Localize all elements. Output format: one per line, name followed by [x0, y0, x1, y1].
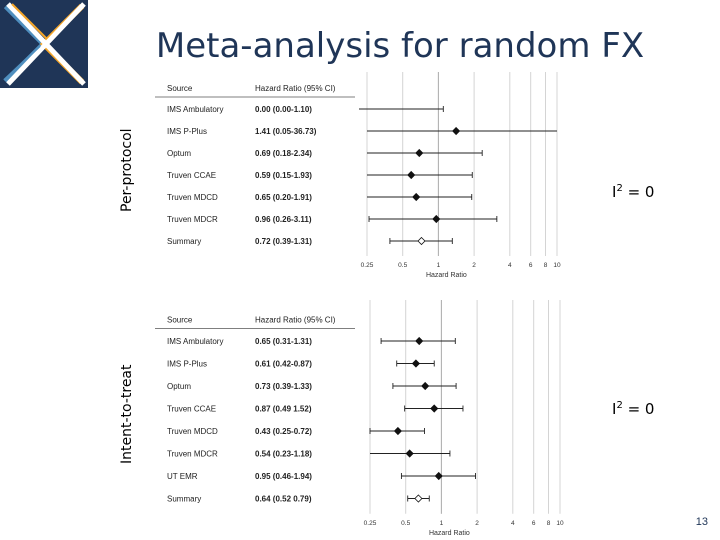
row-hr-text: 0.43 (0.25-0.72)	[255, 427, 312, 436]
row-source-label: Summary	[167, 237, 201, 246]
summary-diamond	[417, 236, 426, 246]
column-header-source: Source	[167, 84, 193, 93]
point-estimate	[411, 359, 421, 368]
page-number: 13	[695, 516, 708, 528]
point-estimate	[405, 449, 414, 458]
row-source-label: Truven MDCR	[167, 450, 218, 459]
point-estimate	[432, 214, 441, 224]
point-estimate	[434, 471, 443, 481]
x-tick-label: 4	[511, 520, 515, 527]
row-hr-text: 0.61 (0.42-0.87)	[255, 360, 312, 369]
x-axis-label: Hazard Ratio	[426, 272, 467, 279]
row-hr-text: 0.95 (0.46-1.94)	[255, 472, 312, 481]
row-source-label: UT EMR	[167, 472, 198, 481]
point-estimate	[421, 381, 430, 391]
row-hr-text: 0.69 (0.18-2.34)	[255, 149, 312, 158]
x-tick-label: 8	[547, 520, 551, 527]
row-hr-text: 0.72 (0.39-1.31)	[255, 237, 312, 246]
x-tick-label: 4	[508, 262, 512, 269]
logo-icon	[0, 0, 88, 88]
x-tick-label: 6	[532, 520, 536, 527]
column-header-hr: Hazard Ratio (95% CI)	[255, 84, 336, 93]
point-estimate	[452, 126, 461, 136]
point-estimate	[430, 404, 439, 413]
row-hr-text: 0.54 (0.23-1.18)	[255, 450, 312, 459]
x-tick-label: 0.25	[361, 262, 374, 269]
row-hr-text: 0.73 (0.39-1.33)	[255, 382, 312, 391]
row-source-label: Summary	[167, 495, 201, 504]
row-hr-text: 0.87 (0.49 1.52)	[255, 405, 312, 414]
x-tick-label: 2	[472, 262, 476, 269]
row-hr-text: 0.64 (0.52 0.79)	[255, 495, 312, 504]
row-source-label: IMS P-Plus	[167, 127, 207, 136]
row-hr-text: 0.65 (0.31-1.31)	[255, 337, 312, 346]
forest-plot-intent-to-treat: 0.25 0.5 1 2 4 6 8 10 Hazard Ratio Source Hazard R…	[155, 300, 564, 536]
row-hr-text: 1.41 (0.05-36.73)	[255, 127, 317, 136]
x-tick-label: 0.25	[364, 520, 377, 527]
forest-plot-per-protocol: 0.25 0.5 1 2 4 6 8 10 Hazard Ratio Source Hazard R…	[155, 72, 561, 279]
x-tick-label: 10	[556, 520, 564, 527]
row-source-label: Truven MDCR	[167, 215, 218, 224]
x-tick-label: 1	[440, 520, 444, 527]
x-tick-label: 6	[529, 262, 533, 269]
x-axis-label: Hazard Ratio	[429, 530, 470, 536]
x-tick-label: 0.5	[401, 520, 410, 527]
row-hr-text: 0.65 (0.20-1.91)	[255, 193, 312, 202]
summary-diamond	[414, 494, 423, 503]
x-tick-label: 2	[475, 520, 479, 527]
row-hr-text: 0.00 (0.00-1.10)	[255, 105, 312, 114]
column-header-source: Source	[167, 316, 193, 325]
point-estimate	[393, 426, 402, 436]
slide-title: Meta-analysis for random FX	[155, 26, 645, 66]
row-source-label: Truven CCAE	[167, 405, 216, 414]
row-source-label: IMS Ambulatory	[167, 105, 223, 114]
row-source-label: Optum	[167, 382, 191, 391]
point-estimate	[415, 336, 424, 346]
row-hr-text: 0.59 (0.15-1.93)	[255, 171, 312, 180]
row-source-label: Optum	[167, 149, 191, 158]
x-tick-label: 10	[553, 262, 561, 269]
row-source-label: Truven MDCD	[167, 427, 218, 436]
i-squared-per-protocol: I2 = 0	[612, 183, 655, 201]
row-source-label: Truven CCAE	[167, 171, 216, 180]
point-estimate	[412, 192, 421, 202]
i-squared-intent-to-treat: I2 = 0	[612, 400, 655, 418]
column-header-hr: Hazard Ratio (95% CI)	[255, 316, 336, 325]
point-estimate	[407, 170, 416, 180]
panel-label-intent-to-treat: Intent-to-treat	[119, 364, 135, 464]
row-hr-text: 0.96 (0.26-3.11)	[255, 215, 312, 224]
panel-label-per-protocol: Per-protocol	[119, 128, 135, 212]
row-source-label: IMS Ambulatory	[167, 337, 223, 346]
row-source-label: Truven MDCD	[167, 193, 218, 202]
x-tick-label: 0.5	[398, 262, 407, 269]
row-source-label: IMS P-Plus	[167, 360, 207, 369]
x-tick-label: 8	[544, 262, 548, 269]
x-tick-label: 1	[437, 262, 441, 269]
point-estimate	[415, 148, 424, 158]
